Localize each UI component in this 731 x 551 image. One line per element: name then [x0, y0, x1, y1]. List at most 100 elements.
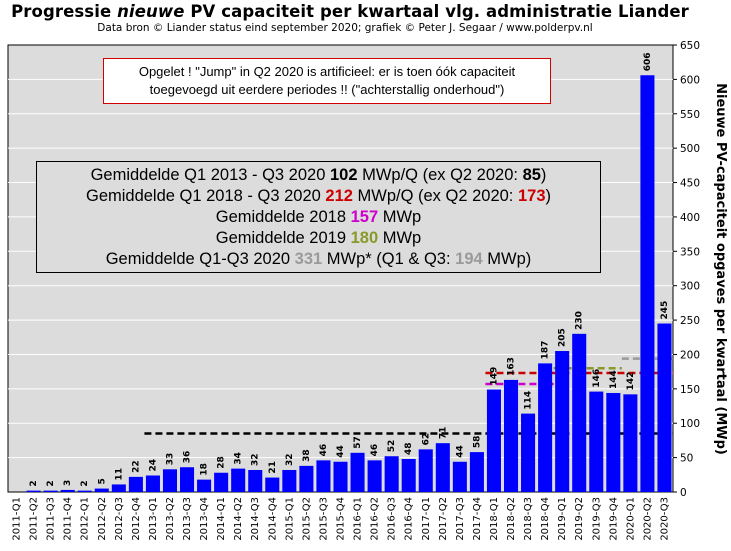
bar-value-label: 48	[404, 442, 414, 455]
bar	[623, 394, 638, 492]
y-tick-label: 450	[680, 178, 700, 190]
x-tick-label: 2014-Q3	[250, 497, 261, 541]
x-tick-label: 2014-Q4	[267, 497, 278, 541]
summary-text: Gemiddelde 2019	[215, 229, 351, 247]
bar	[248, 469, 263, 492]
bar-value-label: 187	[541, 341, 551, 360]
x-tick-label: 2011-Q2	[29, 497, 40, 541]
summary-text: )	[545, 187, 552, 205]
y-tick-label: 350	[680, 246, 700, 258]
bar	[282, 469, 297, 492]
x-tick-label: 2011-Q3	[46, 497, 57, 541]
x-tick-label: 2016-Q4	[404, 497, 415, 541]
x-tick-label: 2013-Q4	[199, 497, 210, 541]
bar-value-label: 46	[370, 444, 380, 457]
bar	[418, 449, 433, 492]
bar	[521, 413, 536, 492]
x-tick-label: 2015-Q3	[318, 497, 329, 541]
bar	[401, 458, 416, 492]
summary-text: Gemiddelde Q1 2018 - Q3 2020	[85, 187, 326, 205]
title-prefix: Progressie	[11, 2, 118, 21]
bar	[162, 469, 178, 492]
y-tick-label: 600	[680, 74, 700, 86]
y-tick-label: 200	[680, 349, 700, 361]
bar-value-label: 33	[165, 453, 175, 466]
summary-value: 157	[350, 208, 379, 226]
summary-value: 102	[329, 166, 358, 184]
chart-title: Progressie nieuwe PV capaciteit per kwar…	[0, 2, 700, 21]
x-tick-label: 2013-Q2	[165, 497, 176, 541]
y-tick-label: 650	[680, 40, 700, 52]
summary-line-4: Gemiddelde 2019 180 MWp	[37, 228, 600, 249]
x-tick-label: 2018-Q1	[489, 497, 500, 541]
x-tick-label: 2019-Q1	[557, 497, 568, 541]
summary-line-2: Gemiddelde Q1 2018 - Q3 2020 212 MWp/Q (…	[37, 186, 600, 207]
bars	[26, 75, 672, 493]
bar	[452, 461, 467, 492]
x-tick-label: 2013-Q3	[182, 497, 193, 541]
warning-note-box: Opgelet ! "Jump" in Q2 2020 is artificie…	[103, 58, 551, 104]
x-tick-label: 2012-Q4	[131, 497, 142, 541]
bar-value-label: 32	[285, 453, 295, 466]
x-tick-label: 2019-Q4	[608, 497, 619, 541]
x-tick-label: 2011-Q1	[12, 497, 23, 541]
bar	[299, 465, 314, 492]
bar	[435, 443, 450, 492]
bar	[384, 456, 399, 492]
bar	[555, 351, 570, 492]
x-tick-label: 2017-Q4	[472, 497, 483, 541]
bar-value-label: 58	[472, 436, 482, 449]
bar	[572, 333, 587, 492]
bar	[486, 389, 501, 492]
x-tick-label: 2020-Q2	[642, 497, 653, 541]
chart-subtitle: Data bron © Liander status eind septembe…	[97, 22, 593, 34]
x-tick-label: 2018-Q2	[506, 497, 517, 541]
warning-note-line-1: Opgelet ! "Jump" in Q2 2020 is artificie…	[138, 64, 516, 79]
bar-value-label: 44	[455, 445, 465, 458]
bar-value-label: 28	[217, 456, 227, 469]
bar-value-label: 62	[421, 433, 431, 446]
bar	[197, 479, 212, 492]
summary-value: 331	[294, 250, 323, 268]
summary-value: 194	[455, 250, 483, 268]
bar-value-label: 2	[29, 480, 39, 486]
summary-text: MWp	[378, 208, 422, 226]
bar-value-label: 22	[131, 460, 141, 473]
x-tick-label: 2011-Q4	[63, 497, 74, 541]
x-tick-label: 2013-Q1	[148, 497, 159, 541]
bar	[640, 75, 655, 493]
y-tick-label: 300	[680, 281, 700, 293]
bar-value-label: 2	[46, 480, 56, 486]
x-tick-label: 2016-Q1	[353, 497, 364, 541]
bar-value-label: 21	[268, 461, 278, 474]
warning-note-line-2: toegevoegd uit eerdere periodes !! ("ach…	[149, 82, 505, 97]
bar	[316, 460, 331, 492]
x-tick-label: 2017-Q1	[421, 497, 432, 541]
summary-value: 180	[350, 229, 379, 247]
summary-value: 212	[325, 187, 353, 205]
bar-value-label: 606	[643, 52, 653, 71]
y-tick-label: 100	[680, 418, 700, 430]
summary-text: MWp/Q (ex Q2 2020:	[352, 187, 518, 205]
bar-value-label: 36	[183, 451, 193, 464]
bar-value-label: 245	[660, 301, 670, 320]
summary-text: MWp	[378, 229, 422, 247]
bar	[145, 475, 160, 492]
bar	[77, 490, 92, 492]
bar	[128, 476, 143, 492]
y-tick-label: 400	[680, 212, 700, 224]
bar-value-label: 2	[80, 480, 90, 486]
bar-value-label: 144	[609, 370, 619, 389]
bar-value-label: 230	[575, 311, 585, 330]
summary-line-1: Gemiddelde Q1 2013 - Q3 2020 102 MWp/Q (…	[37, 165, 600, 186]
y-tick-label: 50	[680, 453, 693, 465]
bar-value-label: 3	[63, 480, 73, 486]
summary-line-3: Gemiddelde 2018 157 MWp	[37, 207, 600, 228]
bar-value-label: 38	[302, 449, 312, 462]
y-tick-label: 550	[680, 109, 700, 121]
summary-text: MWp* (Q1 & Q3:	[322, 250, 456, 268]
x-tick-label: 2020-Q1	[625, 497, 636, 541]
bar-value-label: 205	[558, 328, 568, 347]
bar-value-label: 44	[336, 445, 346, 458]
